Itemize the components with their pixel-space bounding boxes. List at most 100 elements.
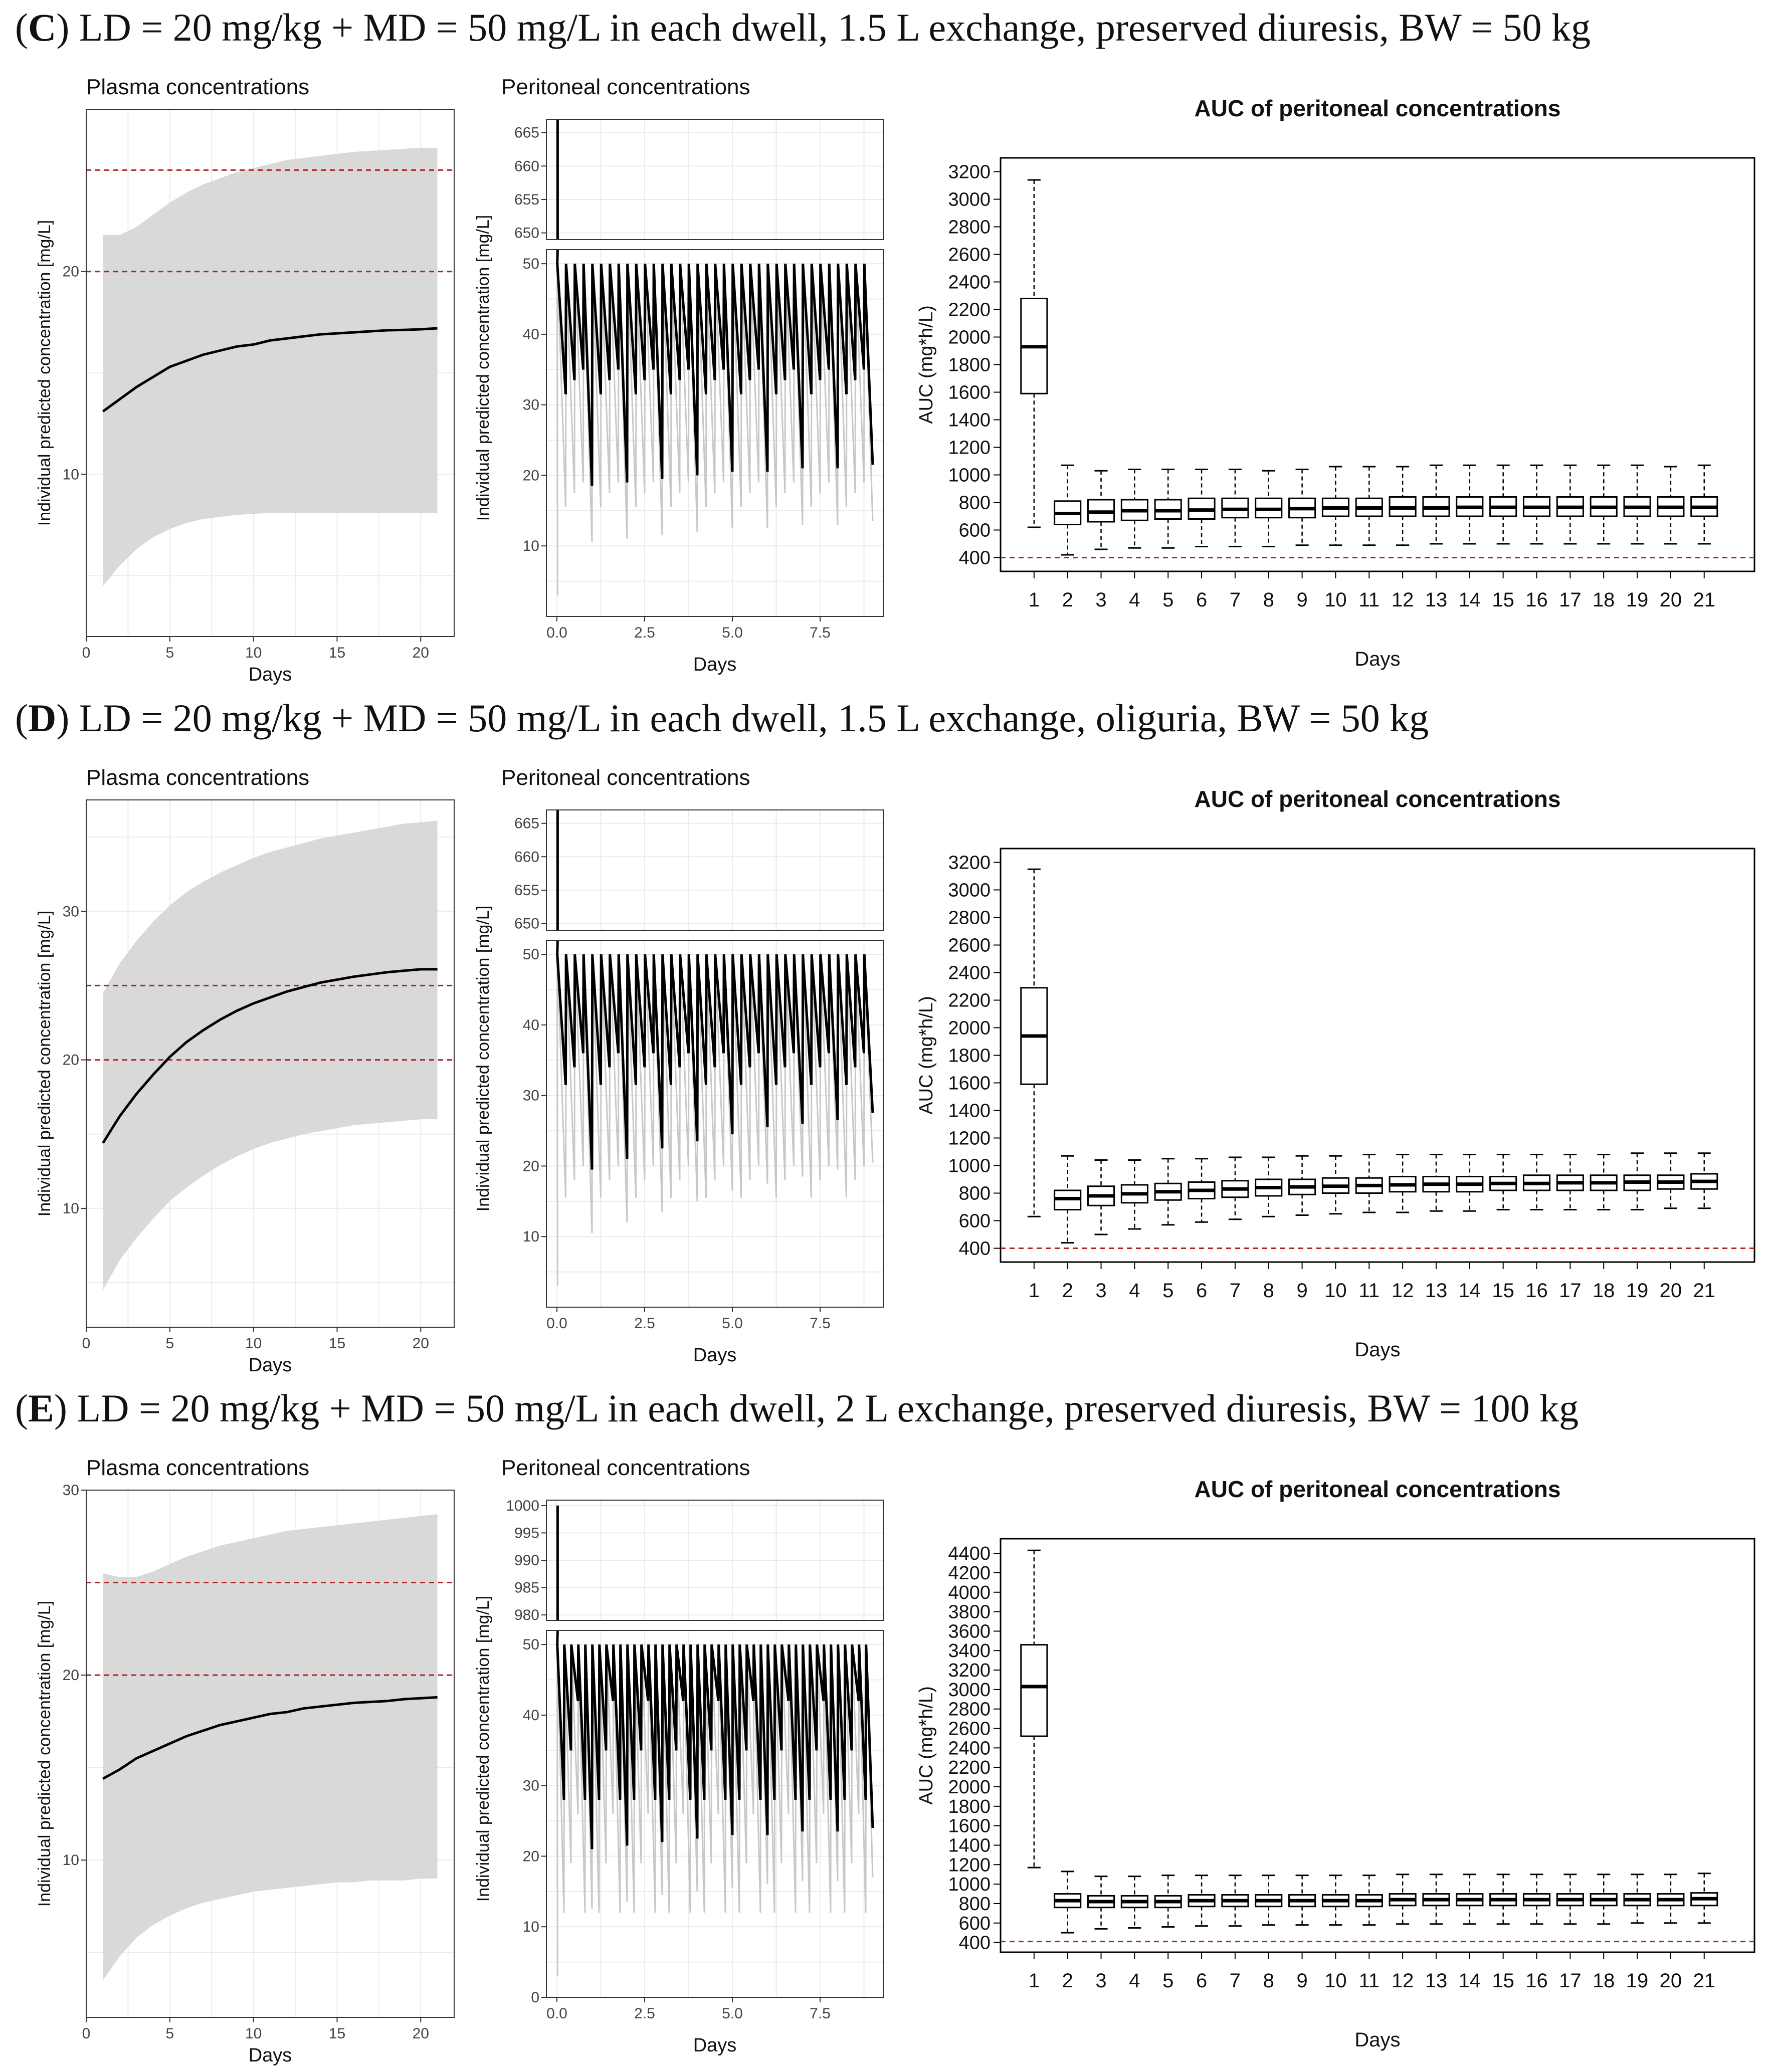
x-tick-label: 9: [1296, 1280, 1307, 1302]
boxplot-day-5: 5: [1154, 1158, 1182, 1302]
y-tick-label: 30: [523, 397, 539, 413]
y-tick-label: 3400: [948, 1640, 991, 1662]
y-tick-label: 3000: [948, 880, 991, 901]
boxplot-day-16: 16: [1522, 464, 1551, 611]
y-tick-label: 980: [514, 1607, 539, 1623]
x-tick-label: 20: [1660, 1970, 1682, 1992]
plasma-title: Plasma concentrations: [86, 1456, 309, 1480]
auc-title: AUC of peritoneal concentrations: [1195, 1476, 1561, 1502]
y-axis-label: Individual predicted concentration [mg/L…: [474, 215, 493, 521]
y-tick-label: 660: [514, 849, 539, 865]
x-tick-label: 7: [1230, 1280, 1241, 1302]
boxplot-day-15: 15: [1489, 1154, 1517, 1302]
y-tick-label: 4200: [948, 1563, 991, 1584]
y-tick-label: 2000: [948, 327, 991, 348]
y-tick-label: 50: [523, 946, 539, 963]
y-tick-label: 1000: [948, 1156, 991, 1177]
x-tick-label: 15: [329, 1335, 345, 1352]
x-tick-label: 5: [165, 1335, 174, 1352]
boxplot-day-2: 2: [1054, 1871, 1082, 1992]
peritoneal-top-frame: [546, 119, 884, 240]
x-tick-label: 0: [82, 1335, 91, 1352]
x-tick-label: 13: [1425, 1970, 1448, 1992]
y-tick-label: 30: [63, 1482, 79, 1499]
x-tick-label: 0: [82, 2025, 91, 2042]
boxplot-day-10: 10: [1321, 1875, 1350, 1992]
x-tick-label: 12: [1392, 1970, 1414, 1992]
boxplot-day-1: 1: [1020, 868, 1048, 1302]
y-tick-label: 20: [63, 264, 79, 280]
boxplot-day-18: 18: [1590, 1154, 1618, 1302]
boxplot-day-17: 17: [1556, 464, 1584, 611]
y-tick-label: 655: [514, 882, 539, 899]
row-caption: LD = 20 mg/kg + MD = 50 mg/L in each dwe…: [79, 696, 1429, 740]
x-tick-label: 1: [1029, 1280, 1040, 1302]
y-tick-label: 1600: [948, 1073, 991, 1094]
boxplot-day-6: 6: [1188, 469, 1216, 611]
y-tick-label: 4400: [948, 1543, 991, 1564]
y-tick-label: 990: [514, 1552, 539, 1569]
x-tick-label: 6: [1196, 589, 1207, 611]
peritoneal-bottom-frame: [546, 249, 884, 617]
y-axis-label: Individual predicted concentration [mg/L…: [35, 911, 54, 1216]
boxplot-day-20: 20: [1657, 1874, 1685, 1992]
x-tick-label: 15: [1492, 1970, 1514, 1992]
median-concentration-line: [556, 1630, 874, 1849]
y-tick-label: 10: [523, 1919, 539, 1935]
y-tick-label: 665: [514, 815, 539, 832]
y-tick-label: 2400: [948, 963, 991, 984]
row-letter: D: [28, 696, 57, 740]
peritoneal-top-frame: [546, 1500, 884, 1621]
row-letter: E: [28, 1386, 55, 1430]
boxplot-day-8: 8: [1255, 1875, 1283, 1992]
boxplot-day-1: 1: [1020, 1549, 1048, 1992]
boxplot-day-3: 3: [1087, 1159, 1115, 1302]
x-tick-label: 17: [1559, 589, 1582, 611]
y-tick-label: 3600: [948, 1621, 991, 1642]
x-tick-label: 3: [1095, 1280, 1106, 1302]
x-tick-label: 4: [1129, 1970, 1140, 1992]
y-tick-label: 3800: [948, 1602, 991, 1623]
y-tick-label: 1400: [948, 410, 991, 431]
boxplot-day-19: 19: [1623, 464, 1651, 611]
y-tick-label: 400: [959, 1933, 991, 1954]
boxplot-day-3: 3: [1087, 1876, 1115, 1992]
y-tick-label: 40: [523, 1017, 539, 1033]
plasma-plot: Plasma concentrations 0 5 10 15 20 10 20 Days Ind…: [35, 75, 455, 685]
x-tick-label: 3: [1095, 589, 1106, 611]
median-line: [102, 968, 438, 1144]
x-tick-label: 2: [1062, 589, 1073, 611]
row-title-d: (D) LD = 20 mg/kg + MD = 50 mg/L in each…: [15, 696, 1429, 740]
x-tick-label: 8: [1263, 1970, 1274, 1992]
x-tick-label: 7.5: [810, 2005, 831, 2022]
y-tick-label: 2800: [948, 1699, 991, 1720]
boxplot-day-10: 10: [1321, 1155, 1350, 1302]
prediction-interval-band: [103, 147, 438, 586]
boxplot-day-2: 2: [1054, 1155, 1082, 1302]
y-axis-label: Individual predicted concentration [mg/L…: [474, 906, 493, 1211]
x-tick-label: 12: [1392, 1280, 1414, 1302]
row-caption: LD = 20 mg/kg + MD = 50 mg/L in each dwe…: [79, 6, 1591, 49]
x-tick-label: 6: [1196, 1280, 1207, 1302]
median-line: [102, 1696, 438, 1780]
auc-title: AUC of peritoneal concentrations: [1195, 95, 1561, 121]
y-tick-label: 600: [959, 1211, 991, 1232]
boxplot-day-20: 20: [1657, 1152, 1685, 1302]
boxplot-day-9: 9: [1288, 1875, 1316, 1992]
boxplot-day-2: 2: [1054, 464, 1082, 611]
x-tick-label: 10: [245, 2025, 262, 2042]
x-tick-label: 5: [1162, 1280, 1173, 1302]
x-tick-label: 10: [245, 645, 262, 661]
x-tick-label: 5: [165, 2025, 174, 2042]
x-tick-label: 19: [1626, 1280, 1649, 1302]
plasma-frame: [86, 1490, 455, 2018]
boxplot-day-16: 16: [1522, 1874, 1551, 1992]
x-tick-label: 11: [1359, 1280, 1380, 1302]
peritoneal-title: Peritoneal concentrations: [501, 1456, 750, 1480]
x-tick-label: 1: [1029, 1970, 1040, 1992]
x-tick-label: 20: [1660, 1280, 1682, 1302]
x-tick-label: 18: [1593, 589, 1615, 611]
boxplot-day-4: 4: [1120, 1876, 1148, 1992]
peritoneal-plot: Peritoneal concentrations 650 655 660 665 10 2…: [474, 75, 884, 675]
